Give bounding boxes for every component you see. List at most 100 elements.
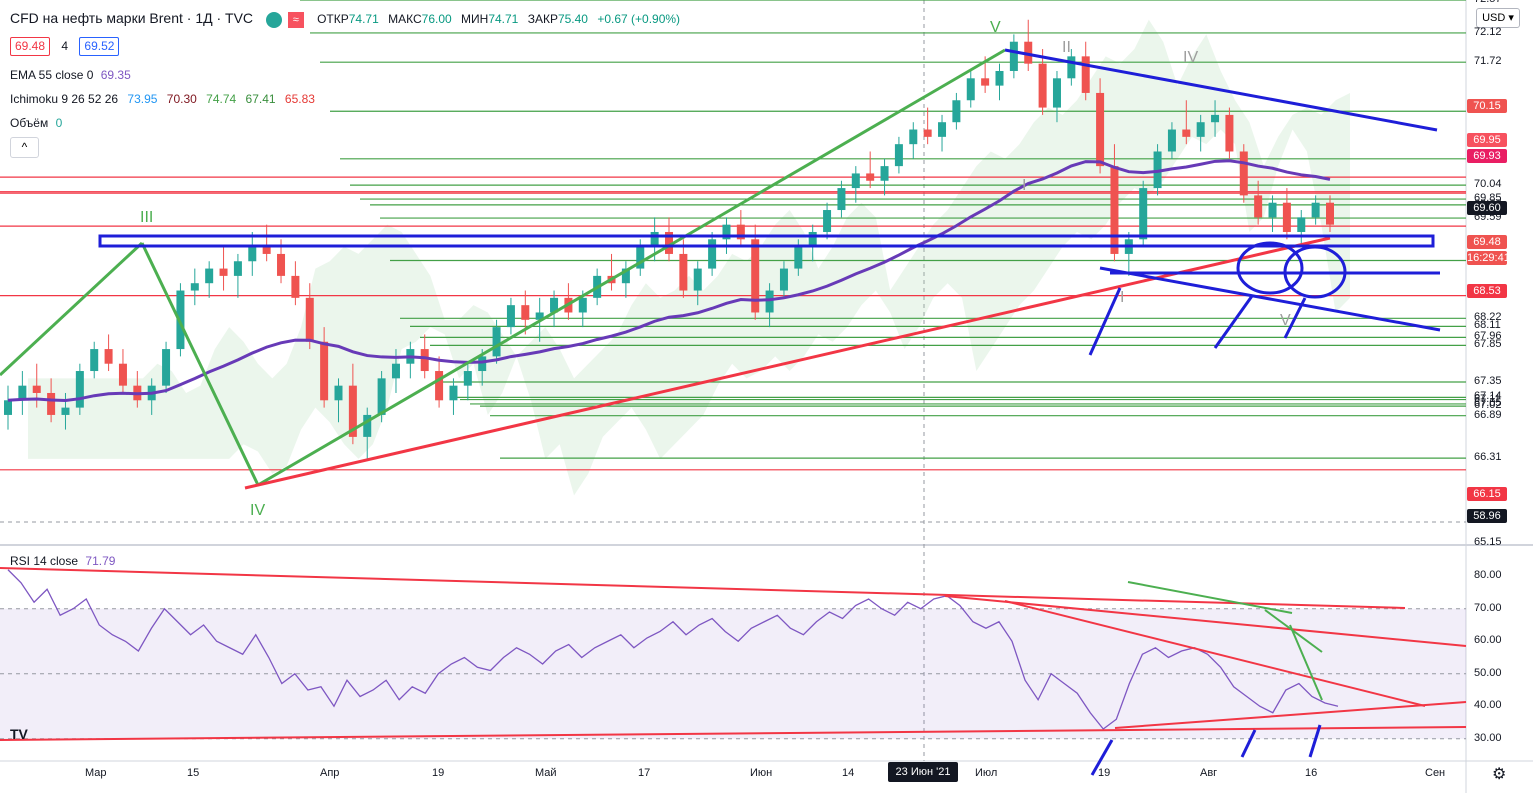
time-axis-label: Май <box>535 767 557 779</box>
settings-gear-icon[interactable]: ⚙ <box>1492 766 1507 783</box>
price-tag: 69.48 <box>1467 235 1507 249</box>
candle-body <box>923 129 932 137</box>
rsi-arrow <box>1090 739 1114 776</box>
candle-body <box>1081 56 1090 93</box>
candle <box>363 407 372 459</box>
candle <box>1282 188 1291 240</box>
bid-button[interactable]: 69.48 <box>10 37 51 56</box>
candle-body <box>736 224 745 240</box>
candle-body <box>636 246 645 269</box>
candle-body <box>1153 151 1162 189</box>
time-axis-label: Сен <box>1425 767 1446 779</box>
candle-body <box>679 253 688 291</box>
candle <box>1326 195 1334 232</box>
symbol-title[interactable]: CFD на нефть марки Brent · 1Д · TVC <box>10 10 254 26</box>
candle-body <box>90 349 99 372</box>
candle-body <box>104 349 113 364</box>
price-axis-label: 66.89 <box>1474 408 1502 421</box>
ema-value: 69.35 <box>100 68 131 82</box>
rsi-axis-label: 50.00 <box>1474 666 1502 679</box>
tradingview-logo[interactable]: TV <box>10 726 28 742</box>
candle-body <box>463 371 472 386</box>
candle <box>966 70 975 108</box>
header-legend: CFD на нефть марки Brent · 1Д · TVC ≈ ОТ… <box>10 10 680 28</box>
candle <box>1239 144 1248 203</box>
rsi-axis-label: 40.00 <box>1474 699 1502 712</box>
rsi-trendline <box>944 595 1467 647</box>
candle-body <box>75 371 84 408</box>
price-axis-label: 68.22 <box>1474 311 1502 324</box>
candle-body <box>650 231 659 247</box>
ema-line <box>7 159 1331 402</box>
candle-body <box>621 268 630 284</box>
circle-mark <box>1236 241 1304 295</box>
circle-mark <box>1283 245 1347 299</box>
candle-body <box>219 268 228 276</box>
candle-body <box>334 385 343 401</box>
candle <box>808 224 817 262</box>
price-axis-label: 67.05 <box>1474 396 1502 409</box>
candle-body <box>262 246 271 254</box>
ichimoku-value-4: 67.41 <box>245 92 276 106</box>
rsi-band <box>0 608 1466 739</box>
candle <box>233 253 242 298</box>
candle-body <box>1096 92 1105 167</box>
rsi-line <box>7 569 1339 730</box>
open-label: ОТКР <box>317 12 349 26</box>
candle <box>1167 122 1176 159</box>
arrow <box>1283 297 1307 339</box>
ichimoku-cloud <box>28 19 1350 496</box>
trendline-green <box>257 48 1006 487</box>
high-label: МАКС <box>388 12 422 26</box>
candle <box>1225 107 1234 159</box>
candle-body <box>190 283 199 291</box>
rsi-label: RSI 14 close <box>10 554 79 568</box>
candle-body <box>377 378 386 415</box>
candle-body <box>1196 122 1205 137</box>
collapse-legend-button[interactable]: ^ <box>10 137 39 158</box>
rsi-trendline <box>1114 701 1467 729</box>
candle-body <box>4 400 12 415</box>
wave-label: I <box>1120 289 1124 306</box>
ask-button[interactable]: 69.52 <box>79 37 120 56</box>
ichimoku-label: Ichimoku 9 26 52 26 <box>10 92 119 106</box>
candle-body <box>277 253 286 276</box>
wave-label: III <box>140 209 153 226</box>
price-axis-label: 71.72 <box>1474 55 1502 68</box>
ema-legend[interactable]: EMA 55 close 0 69.35 <box>10 68 131 82</box>
time-axis-label: Июл <box>975 767 998 779</box>
candle <box>1009 34 1018 79</box>
candle <box>18 371 27 415</box>
price-axis-label: 67.11 <box>1474 392 1501 405</box>
price-tag: 68.53 <box>1467 284 1507 298</box>
volume-legend[interactable]: Объём 0 <box>10 116 62 130</box>
price-axis-label: 72.12 <box>1474 25 1502 38</box>
currency-select[interactable]: USD ▾ <box>1476 8 1520 28</box>
candle-body <box>765 290 774 313</box>
candle-body <box>851 173 860 189</box>
candle-body <box>808 231 817 247</box>
candle <box>693 261 702 306</box>
price-tag: 69.95 <box>1467 133 1507 147</box>
candle <box>1096 78 1105 174</box>
ichimoku-legend[interactable]: Ichimoku 9 26 52 26 73.95 70.30 74.74 67… <box>10 92 315 106</box>
candle-body <box>665 231 673 254</box>
price-tag: 70.15 <box>1467 99 1507 113</box>
candle <box>320 327 329 408</box>
candle-body <box>348 385 357 437</box>
rsi-legend[interactable]: RSI 14 close 71.79 <box>10 554 115 568</box>
candle-body <box>1211 114 1220 123</box>
candle-body <box>1009 41 1018 71</box>
candle <box>751 224 760 320</box>
candle-body <box>1110 166 1119 254</box>
candle-body <box>966 78 975 101</box>
candle-body <box>550 297 559 313</box>
candle-body <box>449 385 458 401</box>
price-axis-label: 67.85 <box>1474 338 1502 351</box>
candle <box>75 363 84 415</box>
candle <box>104 334 113 372</box>
candle-body <box>722 224 731 240</box>
candle <box>118 349 127 393</box>
candle-body <box>305 297 314 342</box>
